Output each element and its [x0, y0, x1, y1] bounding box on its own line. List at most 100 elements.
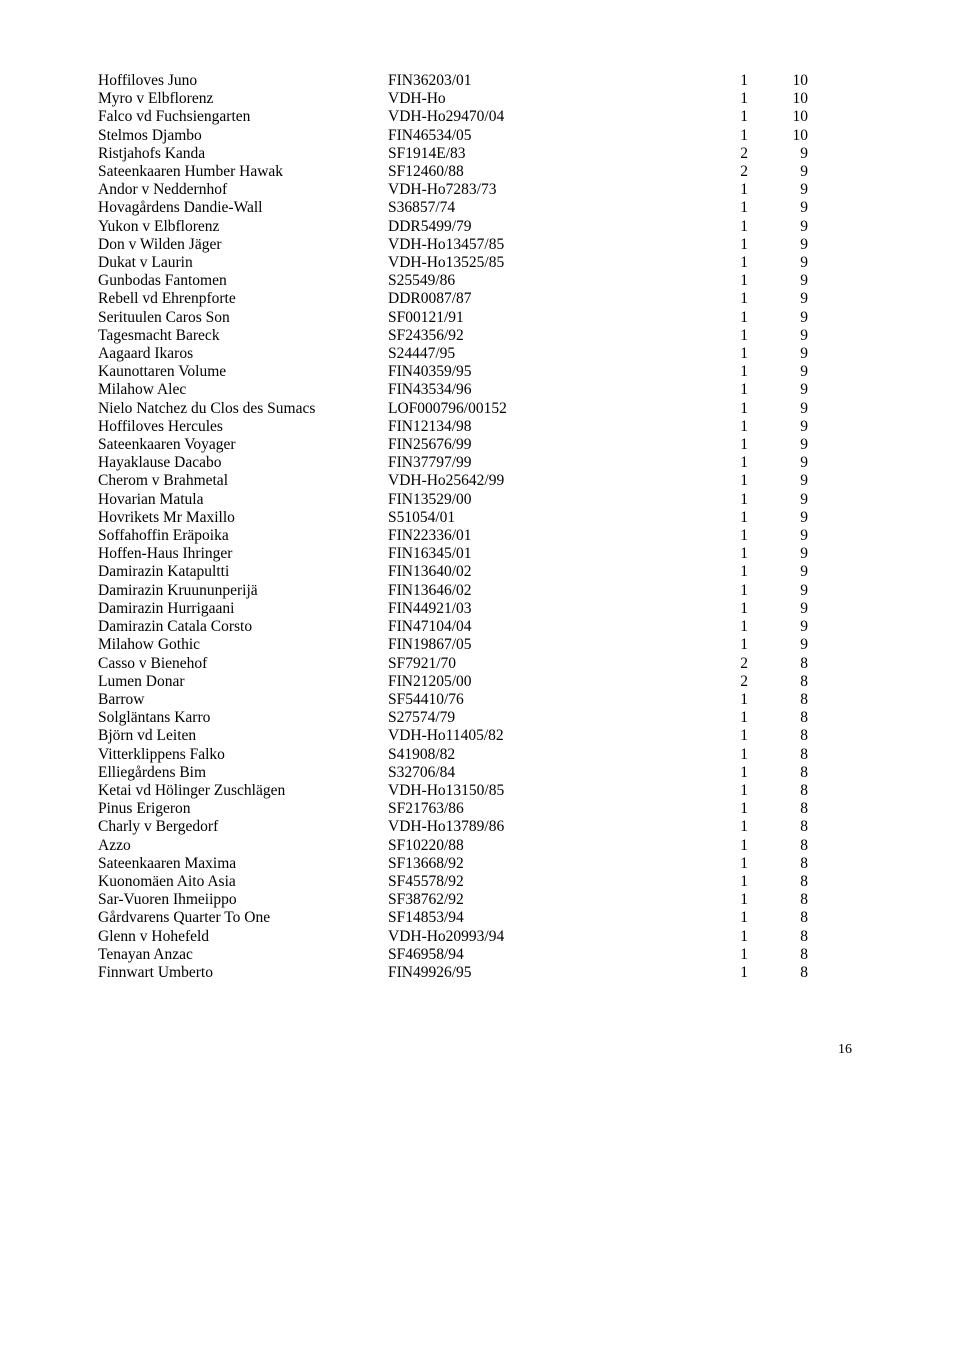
dog-name: Dukat v Laurin: [98, 254, 388, 272]
value-b: 9: [748, 199, 808, 217]
table-row: Glenn v HohefeldVDH-Ho20993/9418: [98, 928, 862, 946]
dog-name: Damirazin Katapultti: [98, 563, 388, 581]
table-row: Sateenkaaren VoyagerFIN25676/9919: [98, 436, 862, 454]
dog-name: Hoffiloves Juno: [98, 72, 388, 90]
dog-name: Damirazin Catala Corsto: [98, 618, 388, 636]
value-b: 9: [748, 563, 808, 581]
value-b: 9: [748, 272, 808, 290]
dog-name: Elliegårdens Bim: [98, 764, 388, 782]
page-number: 16: [98, 1042, 862, 1058]
value-b: 8: [748, 964, 808, 982]
value-b: 9: [748, 527, 808, 545]
value-b: 8: [748, 727, 808, 745]
table-row: Damirazin HurrigaaniFIN44921/0319: [98, 600, 862, 618]
registration-number: SF45578/92: [388, 873, 628, 891]
dog-name: Solgläntans Karro: [98, 709, 388, 727]
value-b: 8: [748, 946, 808, 964]
registration-number: VDH-Ho13457/85: [388, 236, 628, 254]
table-row: Damirazin KatapulttiFIN13640/0219: [98, 563, 862, 581]
dog-name: Hayaklause Dacabo: [98, 454, 388, 472]
value-a: 1: [628, 108, 748, 126]
table-row: Hayaklause DacaboFIN37797/9919: [98, 454, 862, 472]
registration-number: FIN44921/03: [388, 600, 628, 618]
dog-name: Nielo Natchez du Clos des Sumacs: [98, 400, 388, 418]
value-a: 1: [628, 309, 748, 327]
value-a: 1: [628, 709, 748, 727]
registration-number: VDH-Ho25642/99: [388, 472, 628, 490]
dog-name: Casso v Bienehof: [98, 655, 388, 673]
table-row: Yukon v ElbflorenzDDR5499/7919: [98, 218, 862, 236]
dog-name: Hovarian Matula: [98, 491, 388, 509]
value-b: 8: [748, 873, 808, 891]
value-a: 1: [628, 127, 748, 145]
registration-number: SF46958/94: [388, 946, 628, 964]
value-b: 9: [748, 472, 808, 490]
value-b: 9: [748, 254, 808, 272]
value-b: 9: [748, 582, 808, 600]
value-a: 2: [628, 655, 748, 673]
registration-number: FIN13640/02: [388, 563, 628, 581]
dog-name: Tenayan Anzac: [98, 946, 388, 964]
registration-number: S51054/01: [388, 509, 628, 527]
table-row: Kuonomäen Aito AsiaSF45578/9218: [98, 873, 862, 891]
dog-name: Sateenkaaren Voyager: [98, 436, 388, 454]
value-a: 1: [628, 727, 748, 745]
registration-number: DDR5499/79: [388, 218, 628, 236]
registration-number: FIN36203/01: [388, 72, 628, 90]
table-row: Hovrikets Mr MaxilloS51054/0119: [98, 509, 862, 527]
dog-name: Gårdvarens Quarter To One: [98, 909, 388, 927]
value-b: 9: [748, 145, 808, 163]
value-b: 9: [748, 400, 808, 418]
registration-number: VDH-Ho13150/85: [388, 782, 628, 800]
dog-name: Sateenkaaren Humber Hawak: [98, 163, 388, 181]
registration-number: FIN21205/00: [388, 673, 628, 691]
dog-name: Rebell vd Ehrenpforte: [98, 290, 388, 308]
table-row: Hovagårdens Dandie-WallS36857/7419: [98, 199, 862, 217]
value-a: 1: [628, 199, 748, 217]
table-row: Tenayan AnzacSF46958/9418: [98, 946, 862, 964]
table-row: Hoffiloves JunoFIN36203/01110: [98, 72, 862, 90]
value-b: 8: [748, 709, 808, 727]
dog-name: Tagesmacht Bareck: [98, 327, 388, 345]
value-b: 8: [748, 673, 808, 691]
value-a: 1: [628, 436, 748, 454]
registration-number: VDH-Ho13525/85: [388, 254, 628, 272]
value-b: 9: [748, 181, 808, 199]
table-row: BarrowSF54410/7618: [98, 691, 862, 709]
table-row: Ristjahofs KandaSF1914E/8329: [98, 145, 862, 163]
value-a: 1: [628, 582, 748, 600]
registration-number: FIN25676/99: [388, 436, 628, 454]
value-a: 1: [628, 946, 748, 964]
dog-name: Damirazin Kruununperijä: [98, 582, 388, 600]
registration-number: VDH-Ho7283/73: [388, 181, 628, 199]
dog-name: Falco vd Fuchsiengarten: [98, 108, 388, 126]
table-row: Milahow GothicFIN19867/0519: [98, 636, 862, 654]
table-row: Solgläntans KarroS27574/7918: [98, 709, 862, 727]
table-row: Elliegårdens BimS32706/8418: [98, 764, 862, 782]
table-row: Serituulen Caros SonSF00121/9119: [98, 309, 862, 327]
table-row: Hoffen-Haus IhringerFIN16345/0119: [98, 545, 862, 563]
value-a: 1: [628, 837, 748, 855]
registration-number: S41908/82: [388, 746, 628, 764]
value-b: 8: [748, 837, 808, 855]
registration-number: VDH-Ho29470/04: [388, 108, 628, 126]
value-b: 9: [748, 345, 808, 363]
registration-number: S36857/74: [388, 199, 628, 217]
registration-number: FIN49926/95: [388, 964, 628, 982]
dog-name: Ristjahofs Kanda: [98, 145, 388, 163]
registration-number: S24447/95: [388, 345, 628, 363]
dog-name: Vitterklippens Falko: [98, 746, 388, 764]
registration-number: SF1914E/83: [388, 145, 628, 163]
table-row: Ketai vd Hölinger ZuschlägenVDH-Ho13150/…: [98, 782, 862, 800]
registration-number: S25549/86: [388, 272, 628, 290]
value-a: 1: [628, 618, 748, 636]
registration-number: FIN13646/02: [388, 582, 628, 600]
dog-name: Don v Wilden Jäger: [98, 236, 388, 254]
value-b: 8: [748, 782, 808, 800]
value-a: 1: [628, 964, 748, 982]
dog-name: Kaunottaren Volume: [98, 363, 388, 381]
value-b: 8: [748, 891, 808, 909]
table-row: Rebell vd EhrenpforteDDR0087/8719: [98, 290, 862, 308]
table-row: Casso v BienehofSF7921/7028: [98, 655, 862, 673]
dog-name: Hoffiloves Hercules: [98, 418, 388, 436]
